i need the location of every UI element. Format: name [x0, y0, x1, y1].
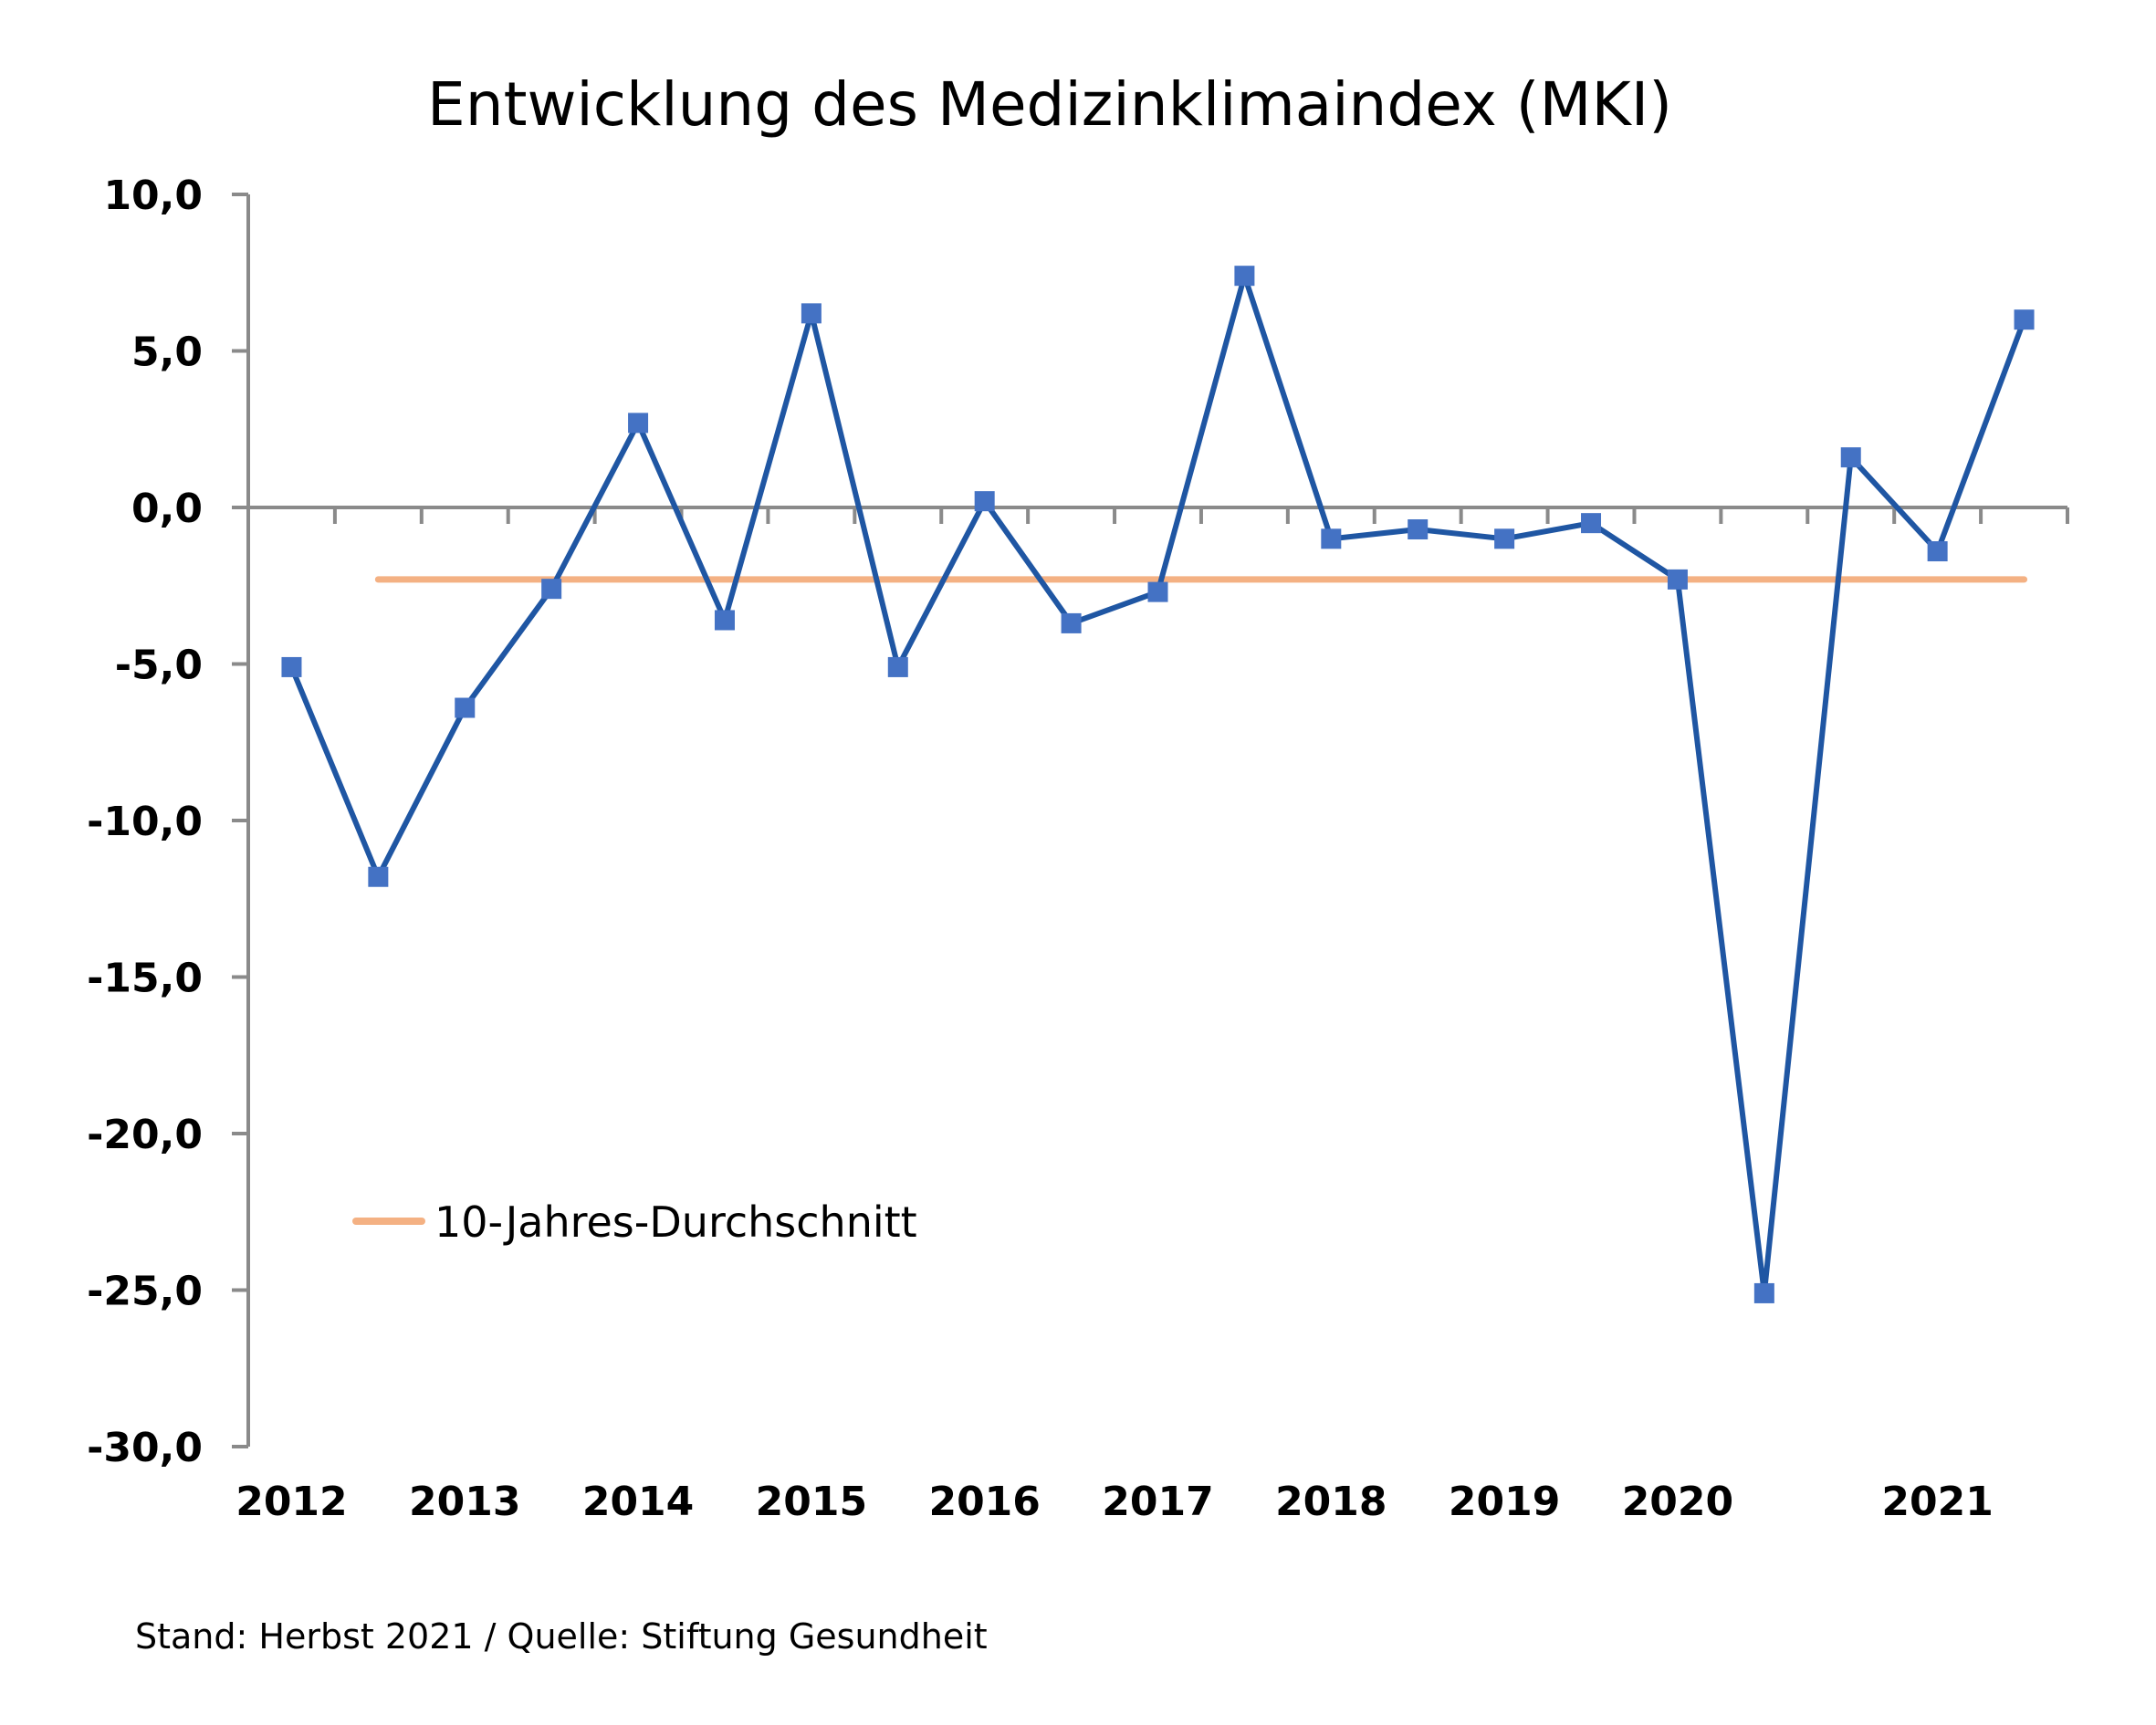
data-point	[628, 413, 649, 434]
y-tick-label: 10,0	[103, 172, 203, 219]
data-point	[1147, 581, 1168, 602]
data-point	[1234, 266, 1255, 287]
x-tick-label: 2020	[1622, 1479, 1733, 1525]
x-tick-label: 2013	[409, 1479, 520, 1525]
x-tick-label: 2018	[1275, 1479, 1387, 1525]
data-point	[1061, 612, 1082, 633]
x-tick-label: 2014	[582, 1479, 694, 1525]
y-tick-label: -5,0	[115, 643, 203, 689]
mki-series	[281, 266, 2035, 1303]
x-tick-label: 2017	[1102, 1479, 1213, 1525]
x-tick-label: 2021	[1881, 1479, 1993, 1525]
y-tick-label: -30,0	[87, 1425, 203, 1471]
legend: 10-Jahres-Durchschnitt	[352, 1197, 917, 1247]
data-point	[714, 610, 735, 631]
data-point	[541, 579, 562, 600]
x-tick-label: 2012	[235, 1479, 347, 1525]
mki-line	[288, 273, 2027, 1296]
axes	[232, 194, 2069, 1447]
x-tick-label: 2015	[756, 1479, 867, 1525]
data-point	[1581, 513, 1602, 534]
data-point	[1494, 528, 1515, 549]
x-tick-label: 2019	[1449, 1479, 1560, 1525]
y-tick-label: -15,0	[87, 956, 203, 1002]
x-tick-label: 2016	[928, 1479, 1040, 1525]
chart-title: Entwicklung des Medizinklimaindex (MKI)	[427, 69, 1672, 140]
data-point	[281, 656, 302, 677]
data-point	[1753, 1282, 1774, 1303]
data-point	[801, 303, 822, 324]
y-tick-label: -25,0	[87, 1269, 203, 1315]
y-tick-label: 5,0	[131, 329, 203, 376]
data-point	[2014, 309, 2035, 330]
footer-source: Stand: Herbst 2021 / Quelle: Stiftung Ge…	[135, 1616, 988, 1657]
data-point	[887, 656, 908, 677]
data-point	[1667, 569, 1688, 590]
data-point	[368, 866, 389, 887]
legend-label: 10-Jahres-Durchschnitt	[434, 1197, 917, 1247]
data-point	[974, 491, 995, 512]
data-point	[455, 697, 476, 718]
data-point	[1927, 541, 1948, 562]
data-point	[1408, 519, 1429, 540]
y-tick-label: 0,0	[131, 486, 203, 532]
y-tick-label: -20,0	[87, 1112, 203, 1158]
y-tick-label: -10,0	[87, 799, 203, 845]
data-point	[1321, 528, 1342, 549]
x-axis-ticks: 2012 2013 2014 2015 2016 2017 2018 2019 2020 2021	[235, 1479, 1994, 1525]
data-point	[1840, 447, 1861, 468]
y-axis-ticks: 10,0 5,0 0,0 -5,0 -10,0 -15,0 -20,0 -25,0 -30,0	[87, 172, 248, 1471]
